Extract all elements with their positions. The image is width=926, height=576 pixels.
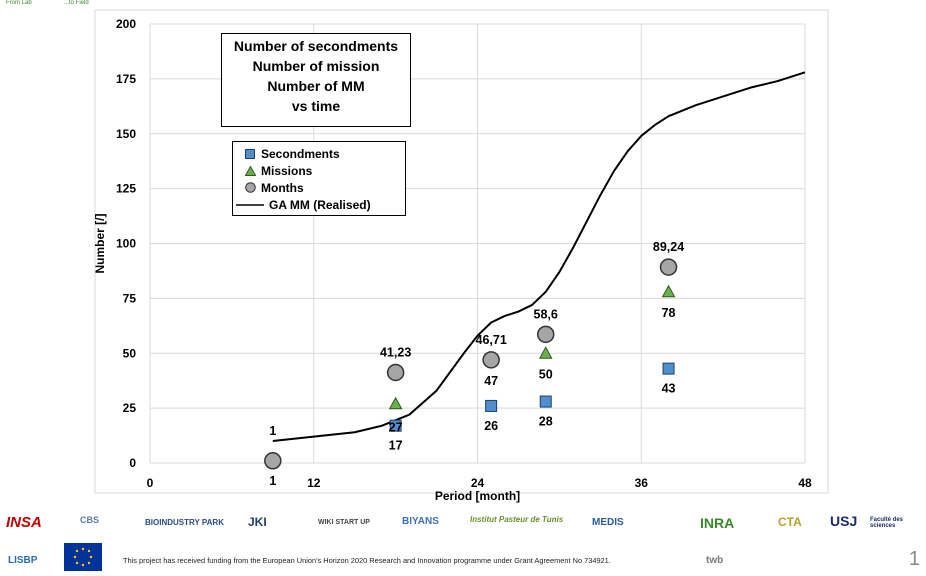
logo-faculte-sciences: Faculté des sciences (870, 517, 904, 529)
y-tick-label: 75 (123, 291, 137, 305)
months-data-label: 58,6 (534, 307, 558, 321)
missions-data-label: 47 (484, 374, 498, 388)
logo-lisbp: LISBP (8, 555, 38, 566)
months-data-label: 41,23 (380, 346, 411, 360)
title-line-3: Number of MM (267, 78, 365, 94)
logo-cta: CTA (778, 515, 802, 529)
legend-label: Missions (261, 163, 313, 178)
x-tick-label: 36 (635, 476, 649, 490)
months-marker (659, 258, 678, 276)
footer: INSA CBS BIOINDUSTRY PARK JKI WIKI START… (0, 505, 926, 571)
y-tick-label: 100 (116, 237, 136, 251)
missions-marker (388, 396, 403, 410)
months-marker (264, 452, 282, 470)
chart-area-border (94, 9, 829, 494)
missions-data-label: 27 (389, 421, 403, 435)
title-line-2: Number of mission (252, 58, 380, 74)
logo-bioindustry-park: BIOINDUSTRY PARK (145, 518, 224, 527)
months-data-label: 46,71 (476, 333, 507, 347)
secondments-data-label: 17 (389, 439, 403, 453)
y-tick-label: 0 (129, 456, 136, 470)
y-tick-label: 150 (116, 127, 136, 141)
x-tick-label: 24 (471, 476, 485, 490)
missions-marker (661, 284, 676, 298)
y-tick-label: 175 (116, 72, 136, 86)
logo-institut-pasteur: Institut Pasteur de Tunis (470, 515, 564, 524)
logo-jki: JKI (248, 515, 267, 529)
eu-flag-icon (64, 543, 102, 571)
secondments-marker (662, 362, 675, 375)
logo-biyans: BIYANS (402, 516, 439, 527)
months-marker (386, 363, 405, 382)
legend-item-secondments: Secondments (239, 145, 405, 162)
secondments-data-label: 26 (484, 419, 498, 433)
secondments-marker (539, 395, 552, 408)
x-tick-label: 12 (307, 476, 321, 490)
missions-data-label: 50 (539, 367, 553, 381)
logo-medis: MEDIS (592, 517, 624, 528)
y-tick-label: 125 (116, 182, 136, 196)
legend-label: Months (261, 180, 304, 195)
x-tick-label: 48 (798, 476, 812, 490)
triangle-marker-icon (239, 164, 261, 178)
line-marker-icon (235, 198, 265, 212)
logo-usj: USJ (830, 513, 858, 529)
header-left-text: From Lab (6, 0, 32, 6)
secondments-marker (485, 399, 498, 412)
funding-text: This project has received funding from t… (123, 556, 611, 565)
legend: Secondments Missions Months GA MM (Reali… (232, 141, 406, 216)
missions-marker (538, 346, 553, 359)
months-marker (482, 351, 500, 369)
secondments-marker (389, 419, 402, 432)
secondments-data-label: 43 (662, 382, 676, 396)
legend-label: Secondments (261, 146, 340, 161)
y-tick-label: 50 (123, 346, 137, 360)
logo-inra: INRA (700, 515, 735, 531)
header-right-text: ...to Field (64, 0, 89, 6)
title-line-1: Number of secondments (233, 38, 399, 54)
page-number: 1 (908, 548, 920, 570)
y-tick-label: 200 (116, 17, 136, 31)
secondments-data-label: 28 (539, 415, 553, 429)
legend-label: GA MM (Realised) (269, 197, 371, 212)
legend-item-months: Months (239, 179, 405, 196)
y-tick-label: 25 (123, 401, 137, 415)
months-data-label: 89,24 (653, 240, 684, 254)
legend-item-missions: Missions (239, 162, 405, 179)
title-line-4: vs time (291, 98, 341, 114)
x-tick-label: 0 (147, 476, 154, 490)
line-start-label: 1 (269, 424, 276, 438)
logo-insa: INSA (6, 514, 42, 531)
logo-wiki-start-up: WIKI START UP (318, 519, 370, 526)
y-axis-label: Number [/] (93, 213, 107, 273)
chart-title-box: Number of secondments Number of mission … (221, 33, 411, 127)
ga-mm-line (272, 71, 806, 443)
logo-cbs: CBS (80, 515, 100, 525)
square-marker-icon (239, 147, 261, 161)
logo-twb: twb (706, 555, 724, 566)
legend-item-ga-mm: GA MM (Realised) (236, 196, 405, 213)
months-data-label: 1 (269, 474, 276, 488)
circle-marker-icon (239, 181, 261, 195)
months-marker (536, 325, 555, 344)
missions-data-label: 78 (662, 306, 676, 320)
x-axis-label: Period [month] (435, 489, 520, 503)
